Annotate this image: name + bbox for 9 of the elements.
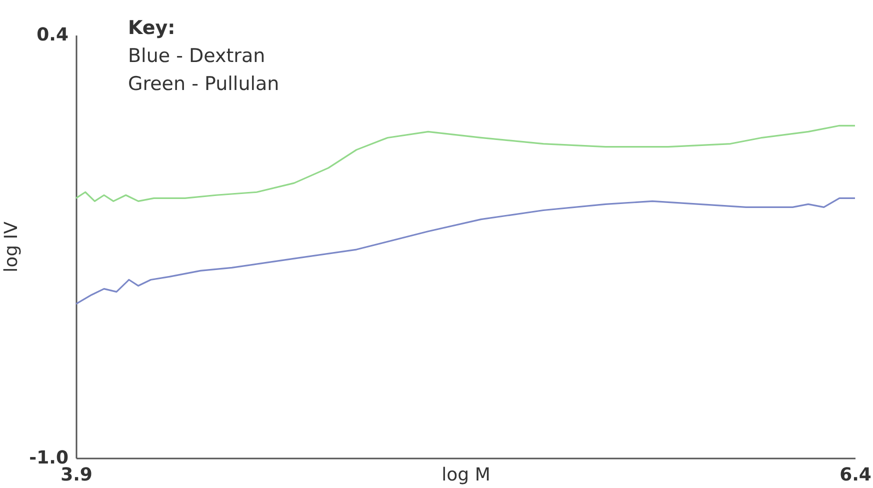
y-axis-title: log IV	[1, 220, 22, 272]
annotation: Blue - Dextran	[128, 44, 266, 69]
annotation: Key:	[128, 16, 176, 41]
x-tick-label: 6.4	[840, 464, 872, 486]
line-series	[75, 124, 856, 202]
y-tick-label: 0.4	[36, 24, 68, 46]
annotation: Green - Pullulan	[128, 72, 280, 97]
x-axis-title: log M	[442, 464, 490, 486]
line-series	[75, 197, 856, 305]
